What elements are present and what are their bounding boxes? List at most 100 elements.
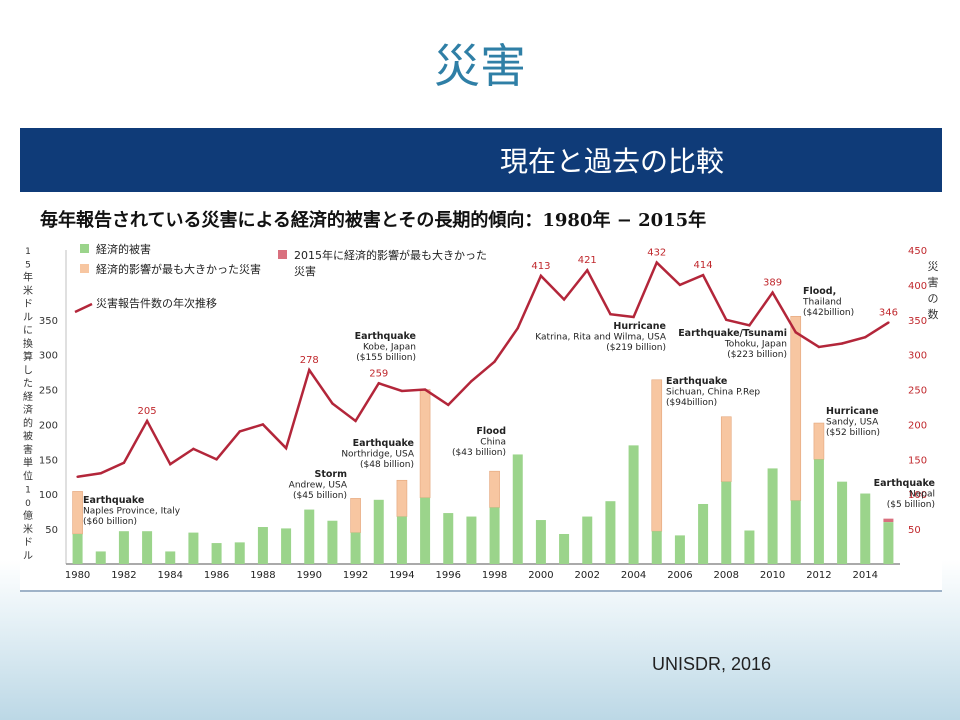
line-point-1985	[192, 447, 195, 451]
x-tick-label-1984: 1984	[158, 570, 183, 581]
annotation-title: Earthquake	[666, 376, 727, 387]
bar-loss-1993	[373, 499, 384, 564]
y-axis-label-char: 1	[25, 247, 31, 257]
bar-loss-1985	[188, 532, 199, 564]
line-point-1993	[377, 382, 380, 385]
annotation-title: Earthquake	[355, 331, 416, 342]
bar-loss-1992	[350, 532, 361, 564]
line-point-1980	[76, 475, 79, 478]
annotation-detail: ($5 billion)	[887, 500, 935, 510]
annotation-detail: Sandy, USA	[826, 418, 879, 428]
line-point-1999	[516, 326, 519, 330]
y-axis-label-char: 0	[25, 499, 31, 509]
bar-loss-2003	[605, 501, 616, 564]
annotation-detail: Nepal	[909, 490, 935, 500]
y-tick-label-350: 350	[39, 316, 58, 327]
y-axis-label-char: 害	[23, 443, 33, 456]
legend-label-green: 経済的被害	[96, 242, 151, 256]
line-point-1997	[470, 379, 473, 383]
bar-loss-2001	[559, 533, 570, 564]
annotation-title: Earthquake	[353, 438, 414, 449]
x-tick-label-1998: 1998	[482, 570, 507, 581]
y2-tick-label-200: 200	[908, 420, 927, 431]
annotation-title: Flood	[476, 426, 506, 437]
legend-label-pink-2: 災害	[294, 264, 316, 278]
bar-loss-1999	[512, 454, 523, 564]
line-point-1982	[122, 461, 126, 465]
line-point-1987	[238, 430, 241, 433]
bar-loss-1997	[466, 516, 477, 564]
bar-loss-2013	[837, 481, 848, 564]
line-point-1981	[99, 472, 102, 475]
bar-loss-1988	[257, 527, 268, 564]
bar-max-1992	[350, 498, 361, 533]
y-tick-label-150: 150	[39, 455, 58, 466]
point-label-1993: 259	[369, 368, 388, 379]
bar-max-2011	[790, 315, 802, 501]
y-tick-label-300: 300	[39, 351, 58, 362]
x-tick-label-2006: 2006	[667, 570, 692, 581]
y-tick-label-100: 100	[39, 490, 58, 501]
x-tick-label-1988: 1988	[250, 570, 275, 581]
y-tick-label-250: 250	[39, 386, 58, 397]
y-axis-label-char: 済	[23, 403, 33, 416]
bar-loss-2000	[535, 520, 546, 564]
y-axis-label-char: た	[23, 378, 33, 390]
x-tick-label-2002: 2002	[575, 570, 600, 581]
annotation-detail: Northridge, USA	[341, 450, 415, 460]
bar-loss-1995	[420, 497, 431, 564]
line-point-1992	[354, 419, 357, 423]
bar-loss-2004	[628, 445, 639, 564]
annotation-detail: ($155 billion)	[356, 353, 416, 363]
y2-tick-label-450: 450	[908, 246, 927, 257]
annotation-detail: ($43 billion)	[452, 448, 506, 458]
y-axis-label-char: 算	[23, 350, 33, 363]
line-point-2008	[725, 318, 728, 321]
x-tick-label-1980: 1980	[65, 570, 90, 581]
legend-label-orange: 経済的影響が最も大きかった災害	[96, 262, 261, 276]
bar-max-1994	[396, 479, 408, 517]
bar-loss-2011	[790, 500, 801, 564]
line-point-1994	[400, 389, 404, 393]
y-axis-label-char: ド	[23, 299, 33, 310]
y2-tick-label-50: 50	[908, 525, 921, 536]
bar-max-2012	[813, 422, 825, 460]
point-label-1983: 205	[138, 406, 157, 417]
legend-swatch-green	[80, 244, 89, 253]
bar-loss-1984	[165, 551, 176, 564]
y-axis-label-char: 位	[23, 469, 33, 482]
disaster-count-line	[77, 260, 890, 479]
bar-loss-1982	[118, 531, 129, 564]
annotation-title: Earthquake	[83, 495, 144, 506]
line-point-1986	[215, 458, 218, 461]
bar-loss-2009	[744, 530, 755, 564]
annotation-title: Earthquake	[874, 478, 935, 489]
y2-axis-label-char: 数	[928, 308, 939, 321]
legend-swatch-pink	[278, 250, 287, 259]
y-axis-label-char: 億	[23, 509, 33, 522]
line-point-2005	[655, 261, 658, 264]
annotation-detail: China	[480, 438, 506, 448]
bar-loss-2014	[860, 493, 871, 564]
annotation-detail: Sichuan, China P.Rep	[666, 388, 760, 398]
line-point-2013	[840, 342, 844, 345]
bar-max-2008	[720, 416, 732, 482]
chart-title: 毎年報告されている災害による経済的被害とその長期的傾向：1980年 − 2015…	[40, 210, 707, 231]
y-axis-label-char: し	[23, 364, 33, 376]
line-point-1988	[261, 423, 265, 426]
source-citation: UNISDR, 2016	[652, 654, 772, 674]
line-point-2007	[701, 273, 705, 277]
annotation-detail: Kobe, Japan	[363, 343, 416, 353]
x-tick-label-1992: 1992	[343, 570, 368, 581]
bar-max-1995	[419, 389, 431, 499]
legend-label-pink-1: 2015年に経済的影響が最も大きかった	[294, 248, 487, 262]
line-point-2002	[586, 269, 589, 272]
annotation-detail: ($52 billion)	[826, 428, 880, 438]
x-tick-label-1990: 1990	[297, 570, 322, 581]
